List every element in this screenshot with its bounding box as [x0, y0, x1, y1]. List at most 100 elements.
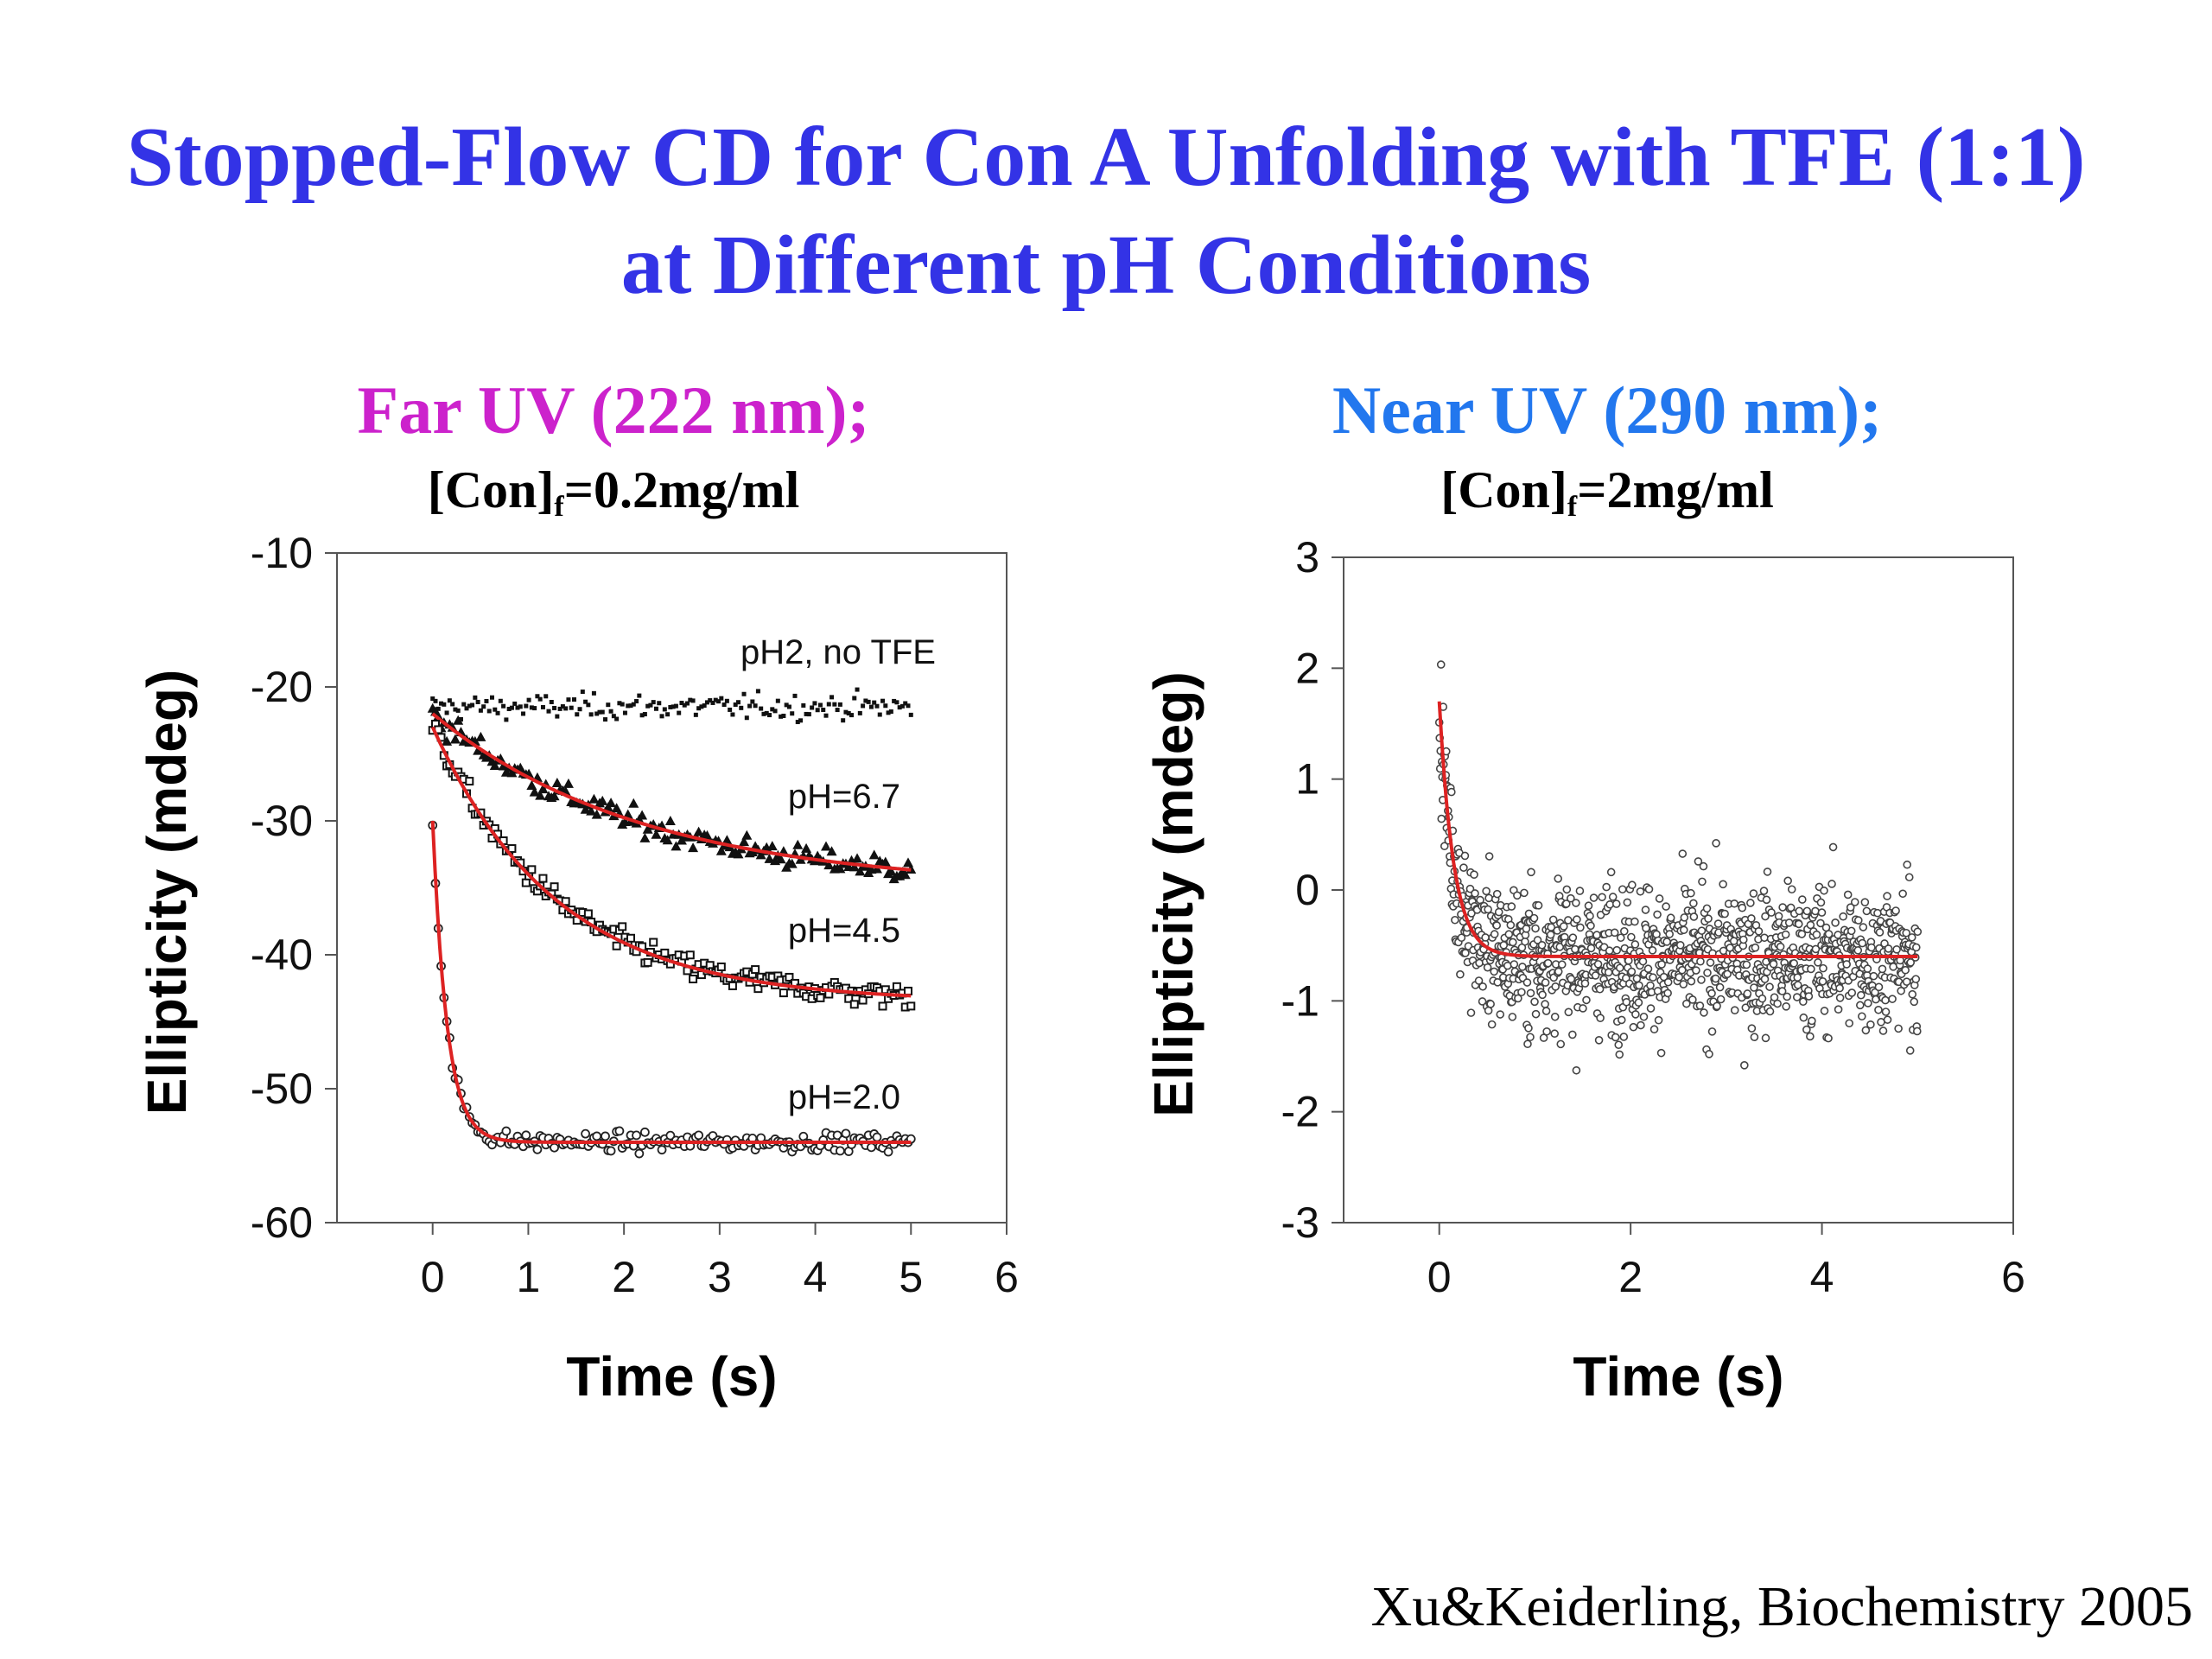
far-uv-data-point: [566, 697, 571, 702]
far-uv-data-point: [826, 702, 831, 707]
near-uv-data-point: [1912, 1027, 1922, 1036]
near-uv-data-point: [1527, 868, 1535, 877]
far-uv-data-point: [665, 1130, 676, 1141]
near-uv-y-axis-label: Ellipticity (mdeg): [1142, 671, 1205, 1117]
far-uv-data-point: [863, 698, 868, 703]
near-uv-data-point: [1740, 1061, 1749, 1070]
far-uv-x-tick-label: 2: [612, 1253, 636, 1301]
near-uv-data-point: [1484, 852, 1494, 861]
near-uv-data-point: [1907, 933, 1916, 942]
near-uv-data-point: [1769, 959, 1778, 969]
far-uv-data-point: [631, 702, 636, 707]
far-uv-data-point: [677, 710, 682, 715]
far-uv-series-3: [428, 820, 916, 1159]
far-uv-data-point: [821, 841, 832, 851]
near-uv-data-point: [1819, 963, 1827, 973]
far-uv-data-point: [832, 702, 837, 707]
far-uv-data-point: [790, 711, 795, 716]
near-uv-data-point: [1687, 888, 1695, 898]
far-uv-data-point: [575, 712, 580, 717]
far-uv-data-point: [430, 696, 435, 702]
far-uv-data-point: [588, 793, 600, 804]
near-uv-data-point: [1711, 974, 1720, 983]
far-uv-y-tick-label: -40: [251, 931, 313, 979]
near-uv-data-point: [1635, 981, 1643, 990]
near-uv-data-point: [1820, 1007, 1829, 1015]
far-uv-data-point: [543, 694, 549, 699]
near-uv-data-point: [1592, 931, 1601, 939]
near-uv-data-point: [1436, 660, 1446, 669]
near-uv-data-point: [1572, 899, 1580, 907]
near-uv-data-point: [1798, 895, 1807, 904]
far-uv-data-point: [532, 1144, 543, 1154]
near-uv-data-point: [1619, 926, 1629, 936]
near-uv-data-point: [1781, 930, 1790, 939]
far-uv-data-point: [535, 694, 540, 699]
near-uv-data-point: [1698, 877, 1707, 887]
near-uv-data-point: [1507, 902, 1516, 911]
near-uv-data-point: [1542, 1027, 1551, 1036]
far-uv-data-point: [612, 941, 621, 950]
near-uv-data-point: [1530, 997, 1539, 1007]
near-uv-data-point: [1902, 928, 1910, 938]
far-uv-data-point: [785, 972, 794, 982]
near-uv-data-point: [1554, 967, 1563, 976]
far-uv-data-point: [759, 706, 764, 711]
near-uv-data-point: [1762, 895, 1771, 905]
near-uv-data-point: [1773, 999, 1782, 1008]
near-uv-data-point: [1705, 1050, 1713, 1058]
near-uv-data-point: [1884, 944, 1893, 953]
far-uv-data-point: [549, 699, 554, 704]
near-uv-data-point: [1665, 930, 1674, 938]
far-uv-conc-value: =0.2mg/ml: [563, 461, 800, 518]
far-uv-data-point: [874, 703, 880, 709]
near-uv-data-point: [1557, 960, 1567, 969]
near-uv-data-point: [1636, 887, 1645, 896]
near-uv-data-point: [1481, 933, 1490, 942]
near-uv-data-point: [1470, 870, 1478, 879]
far-uv-data-point: [639, 1127, 650, 1137]
far-uv-data-point: [766, 841, 778, 851]
near-uv-data-point: [1490, 930, 1499, 938]
near-uv-data-point: [1522, 978, 1532, 987]
near-uv-data-point: [1496, 1010, 1505, 1019]
far-uv-data-point: [563, 706, 569, 711]
near-uv-data-point: [1629, 1022, 1638, 1032]
far-uv-data-point: [772, 709, 778, 714]
near-uv-data-point: [1595, 984, 1605, 994]
far-uv-data-point: [886, 866, 897, 876]
far-uv-data-point: [741, 830, 753, 840]
near-uv-data-point: [1759, 887, 1769, 895]
near-uv-data-point: [1492, 921, 1502, 930]
far-uv-data-point: [639, 713, 645, 718]
near-uv-data-point: [1612, 945, 1622, 955]
near-uv-data-point: [1875, 928, 1885, 937]
near-uv-data-point: [1692, 966, 1700, 975]
far-uv-data-point: [877, 712, 882, 717]
far-uv-data-point: [557, 706, 563, 711]
far-uv-y-tick-label: -60: [251, 1198, 313, 1247]
near-uv-data-point: [1824, 930, 1834, 938]
far-uv-data-point: [444, 710, 449, 715]
near-uv-data-point: [1835, 983, 1844, 993]
far-uv-data-point: [611, 714, 616, 719]
far-uv-data-point: [489, 760, 500, 770]
far-uv-series-label: pH=4.5: [788, 912, 900, 950]
near-uv-data-point: [1820, 886, 1828, 895]
near-uv-data-point: [1786, 903, 1796, 912]
far-uv-data-point: [600, 709, 605, 715]
far-uv-data-point: [475, 699, 480, 704]
far-uv-data-point: [657, 1145, 667, 1155]
far-uv-data-point: [868, 704, 874, 709]
far-uv-data-point: [779, 714, 784, 719]
near-uv-data-point: [1891, 906, 1900, 915]
near-uv-data-point: [1534, 901, 1543, 910]
far-uv-data-point: [775, 854, 786, 864]
far-uv-data-point: [739, 705, 744, 710]
far-uv-data-point: [784, 702, 789, 708]
far-uv-data-point: [550, 882, 559, 892]
far-uv-data-point: [649, 938, 658, 947]
near-uv-series-0: [1434, 660, 1923, 1075]
far-uv-data-point: [453, 715, 464, 725]
near-uv-data-point: [1499, 941, 1509, 950]
